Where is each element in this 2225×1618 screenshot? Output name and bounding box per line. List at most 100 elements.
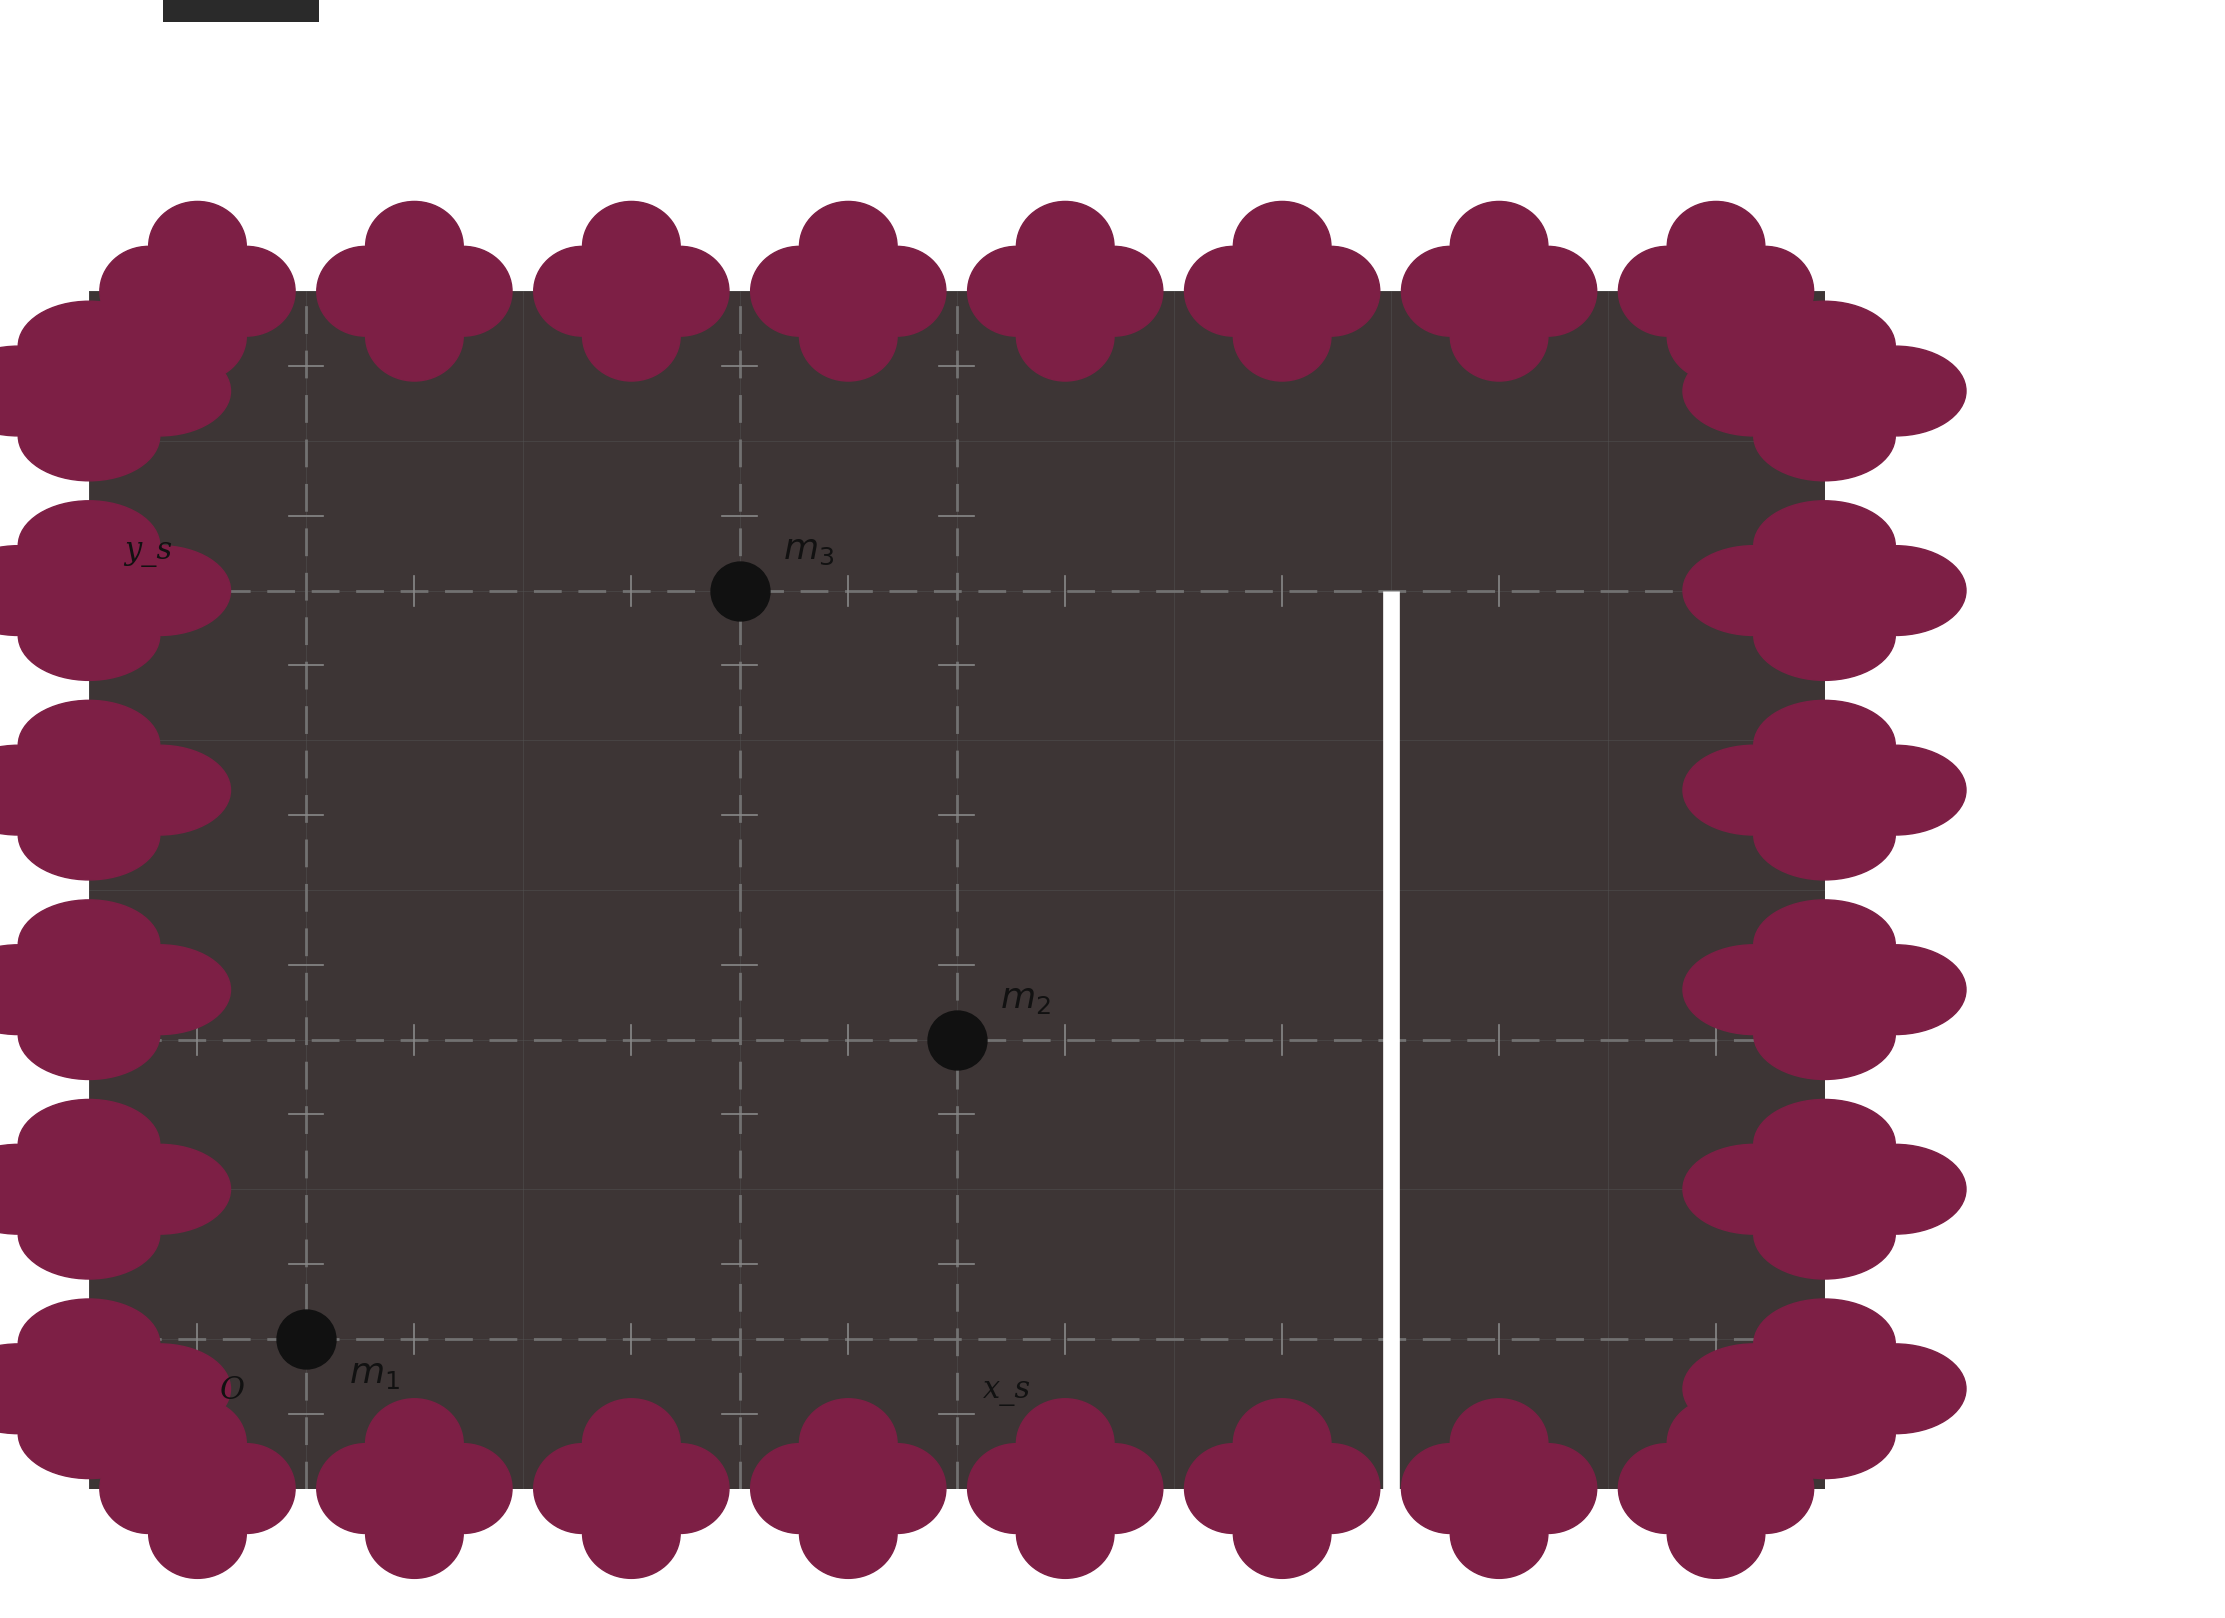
Ellipse shape — [1233, 201, 1331, 291]
Ellipse shape — [1066, 1443, 1164, 1534]
Ellipse shape — [365, 1398, 463, 1489]
Ellipse shape — [1753, 1189, 1896, 1278]
Ellipse shape — [1753, 701, 1896, 790]
Ellipse shape — [1824, 346, 1967, 435]
Ellipse shape — [1753, 392, 1896, 481]
Ellipse shape — [365, 291, 463, 382]
Ellipse shape — [89, 346, 231, 435]
Ellipse shape — [0, 545, 89, 636]
Point — [721, 578, 756, 604]
Ellipse shape — [1824, 945, 1967, 1034]
Ellipse shape — [1184, 246, 1282, 337]
Text: x_s: x_s — [983, 1375, 1030, 1406]
Ellipse shape — [0, 1345, 89, 1434]
Ellipse shape — [1451, 291, 1549, 382]
Ellipse shape — [18, 1100, 160, 1189]
Ellipse shape — [1715, 1443, 1813, 1534]
Ellipse shape — [89, 945, 231, 1034]
Ellipse shape — [0, 1144, 89, 1235]
Ellipse shape — [1017, 1489, 1115, 1579]
Ellipse shape — [149, 1398, 247, 1489]
Ellipse shape — [1017, 291, 1115, 382]
Ellipse shape — [198, 246, 296, 337]
Ellipse shape — [1066, 246, 1164, 337]
Ellipse shape — [316, 1443, 414, 1534]
Ellipse shape — [1402, 1443, 1500, 1534]
Text: y_s: y_s — [125, 536, 171, 566]
Ellipse shape — [1667, 1398, 1764, 1489]
Ellipse shape — [1017, 201, 1115, 291]
Ellipse shape — [149, 291, 247, 382]
Ellipse shape — [1753, 1100, 1896, 1189]
Ellipse shape — [18, 1299, 160, 1388]
Ellipse shape — [583, 1489, 681, 1579]
Ellipse shape — [1233, 1489, 1331, 1579]
Ellipse shape — [1753, 1388, 1896, 1479]
Ellipse shape — [1184, 1443, 1282, 1534]
Ellipse shape — [799, 1489, 897, 1579]
Ellipse shape — [1667, 201, 1764, 291]
Ellipse shape — [89, 1345, 231, 1434]
Ellipse shape — [18, 990, 160, 1079]
Text: $m_2$: $m_2$ — [1001, 982, 1050, 1016]
Ellipse shape — [583, 1398, 681, 1489]
Ellipse shape — [1500, 1443, 1598, 1534]
Ellipse shape — [18, 301, 160, 392]
Ellipse shape — [316, 246, 414, 337]
Ellipse shape — [18, 1189, 160, 1278]
Ellipse shape — [414, 246, 512, 337]
Ellipse shape — [0, 945, 89, 1034]
Ellipse shape — [18, 502, 160, 591]
Ellipse shape — [534, 1443, 632, 1534]
Ellipse shape — [1824, 746, 1967, 835]
Ellipse shape — [1682, 346, 1824, 435]
Ellipse shape — [1753, 301, 1896, 392]
Ellipse shape — [100, 246, 198, 337]
Ellipse shape — [848, 246, 946, 337]
Ellipse shape — [1402, 246, 1500, 337]
Ellipse shape — [632, 246, 730, 337]
Ellipse shape — [1753, 900, 1896, 990]
Ellipse shape — [1682, 545, 1824, 636]
Ellipse shape — [1682, 1345, 1824, 1434]
Ellipse shape — [534, 246, 632, 337]
Ellipse shape — [100, 1443, 198, 1534]
Ellipse shape — [1451, 1398, 1549, 1489]
Ellipse shape — [968, 246, 1066, 337]
Ellipse shape — [18, 790, 160, 880]
FancyBboxPatch shape — [162, 0, 318, 23]
Point — [289, 1327, 325, 1353]
Ellipse shape — [1753, 790, 1896, 880]
Ellipse shape — [414, 1443, 512, 1534]
Ellipse shape — [799, 1398, 897, 1489]
Ellipse shape — [1233, 291, 1331, 382]
Ellipse shape — [198, 1443, 296, 1534]
Ellipse shape — [750, 1443, 848, 1534]
Ellipse shape — [89, 545, 231, 636]
Ellipse shape — [750, 246, 848, 337]
Text: $m_3$: $m_3$ — [783, 532, 834, 566]
Ellipse shape — [149, 201, 247, 291]
Ellipse shape — [1282, 1443, 1380, 1534]
Ellipse shape — [1753, 1299, 1896, 1388]
Ellipse shape — [1017, 1398, 1115, 1489]
Ellipse shape — [18, 701, 160, 790]
Ellipse shape — [1753, 990, 1896, 1079]
Ellipse shape — [1682, 746, 1824, 835]
Ellipse shape — [18, 900, 160, 990]
Ellipse shape — [1282, 246, 1380, 337]
Ellipse shape — [1824, 1345, 1967, 1434]
Ellipse shape — [1667, 1489, 1764, 1579]
Ellipse shape — [1451, 1489, 1549, 1579]
Ellipse shape — [89, 746, 231, 835]
Ellipse shape — [365, 1489, 463, 1579]
Ellipse shape — [18, 392, 160, 481]
Ellipse shape — [1824, 1144, 1967, 1235]
Ellipse shape — [89, 1144, 231, 1235]
Ellipse shape — [848, 1443, 946, 1534]
Ellipse shape — [632, 1443, 730, 1534]
Ellipse shape — [968, 1443, 1066, 1534]
Ellipse shape — [365, 201, 463, 291]
Ellipse shape — [1233, 1398, 1331, 1489]
Ellipse shape — [1500, 246, 1598, 337]
